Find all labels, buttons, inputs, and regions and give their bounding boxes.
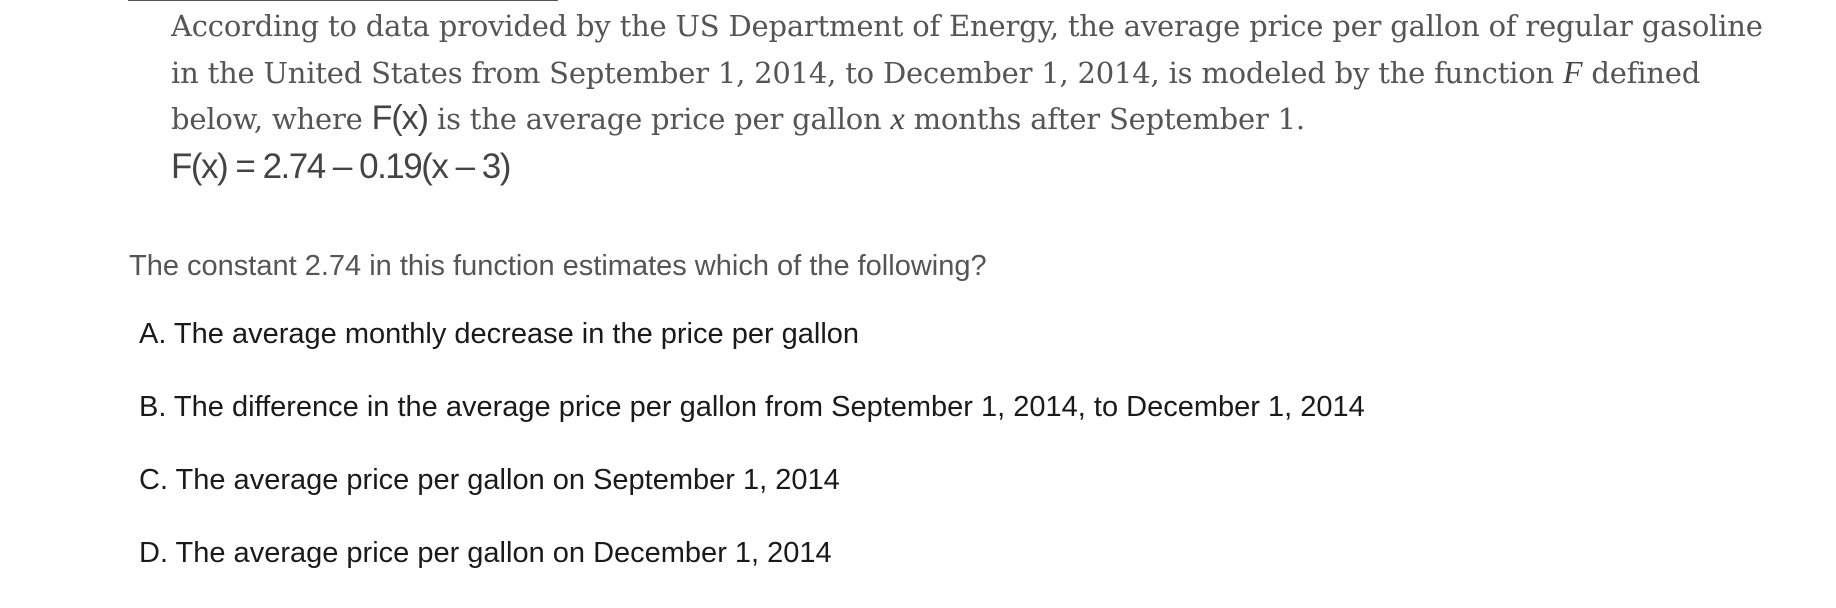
passage-line-2-text: in the United States from September 1, 2… bbox=[171, 55, 1563, 90]
choice-c[interactable]: C. The average price per gallon on Septe… bbox=[139, 464, 840, 496]
function-notation: F(x) bbox=[371, 99, 429, 137]
passage-line-3-text: below, where bbox=[171, 102, 372, 136]
passage-line-2: in the United States from September 1, 2… bbox=[171, 50, 1731, 97]
question-stem: The constant 2.74 in this function estim… bbox=[129, 250, 987, 282]
passage-line-3-mid: is the average price per gallon bbox=[428, 102, 891, 136]
variable-x: x bbox=[890, 100, 905, 136]
answer-choices: A. The average monthly decrease in the p… bbox=[139, 316, 1365, 608]
passage-text: According to data provided by the US Dep… bbox=[171, 4, 1763, 143]
top-divider bbox=[128, 0, 558, 1]
choice-b[interactable]: B. The difference in the average price p… bbox=[139, 391, 1365, 423]
choice-d[interactable]: D. The average price per gallon on Decem… bbox=[139, 537, 832, 569]
passage-line-3-tail: months after September 1. bbox=[904, 102, 1306, 136]
passage-line-2-tail: defined bbox=[1582, 55, 1701, 90]
function-name-var: F bbox=[1562, 53, 1583, 90]
function-formula: F(x) = 2.74 – 0.19(x – 3) bbox=[171, 147, 511, 186]
choice-a[interactable]: A. The average monthly decrease in the p… bbox=[139, 318, 860, 350]
passage-line-1: According to data provided by the US Dep… bbox=[171, 9, 1763, 43]
passage-line-3: below, where F(x) is the average price p… bbox=[171, 96, 1731, 143]
